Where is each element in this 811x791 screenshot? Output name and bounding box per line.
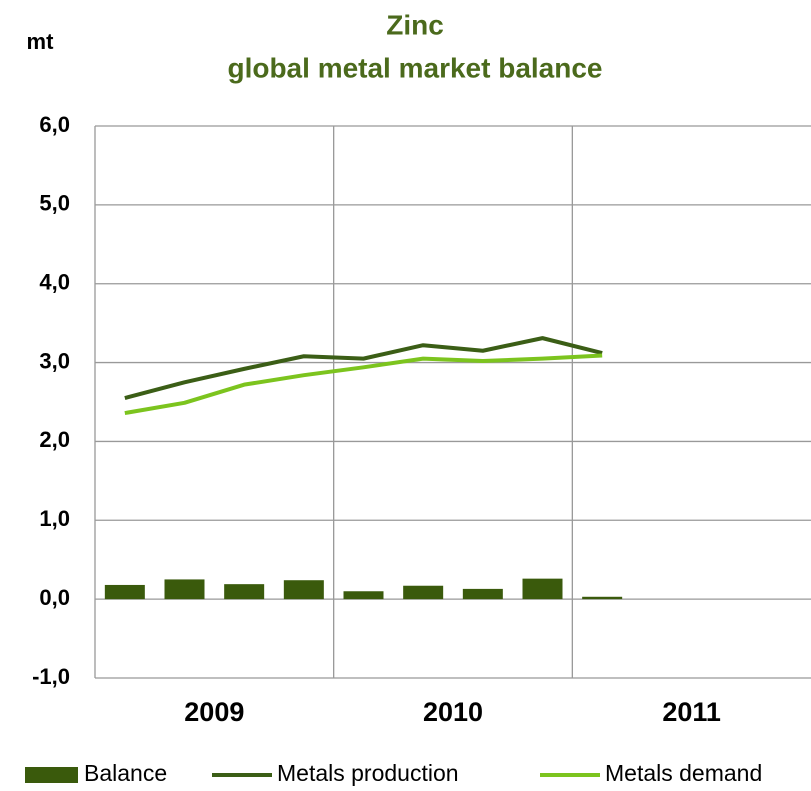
legend-label: Metals demand	[605, 760, 762, 786]
y-tick-label: 0,0	[39, 585, 70, 610]
y-tick-label: 4,0	[39, 270, 70, 295]
bar	[104, 584, 145, 600]
bar	[343, 591, 384, 600]
y-tick-label: -1,0	[32, 664, 70, 689]
legend-label: Metals production	[277, 760, 459, 786]
legend-label: Balance	[84, 760, 167, 786]
chart-title: Zinc	[386, 9, 444, 40]
y-tick-label: 5,0	[39, 191, 70, 216]
bar	[522, 578, 563, 600]
y-tick-label: 2,0	[39, 427, 70, 452]
y-tick-label: 3,0	[39, 348, 70, 373]
chart-title: global metal market balance	[227, 52, 602, 83]
y-tick-label: 1,0	[39, 506, 70, 531]
line	[124, 353, 603, 416]
x-group-label: 2009	[184, 697, 244, 727]
bar	[283, 580, 324, 600]
bar	[224, 584, 265, 600]
x-group-label: 2011	[662, 697, 721, 727]
y-axis-label: mt	[27, 29, 55, 54]
bar	[462, 588, 503, 600]
line	[124, 336, 603, 400]
x-group-label: 2010	[423, 697, 483, 727]
bar	[403, 585, 444, 600]
legend-swatch	[25, 767, 78, 783]
bar	[164, 579, 205, 600]
bar	[582, 596, 623, 600]
y-tick-label: 6,0	[39, 112, 70, 137]
